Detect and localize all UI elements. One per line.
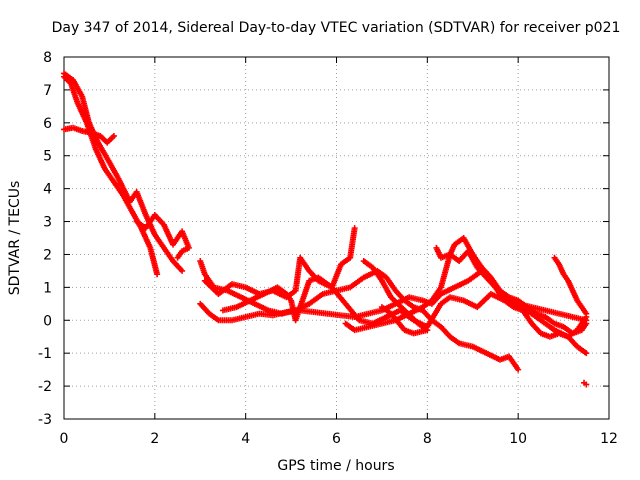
x-tick-label: 6 xyxy=(332,431,341,447)
series-track-12 xyxy=(360,258,431,337)
chart-title: Day 347 of 2014, Sidereal Day-to-day VTE… xyxy=(52,20,621,36)
axis-ticks xyxy=(63,56,610,420)
data-point xyxy=(351,225,358,232)
data-point xyxy=(110,132,117,139)
x-tick-labels: 0 2 4 6 8 10 12 xyxy=(60,431,618,447)
series-track-9 xyxy=(342,235,590,337)
y-tick-label: 0 xyxy=(43,313,52,329)
y-tick-label: 8 xyxy=(43,50,52,66)
data-series xyxy=(61,70,590,388)
y-tick-label: 5 xyxy=(43,149,52,165)
grid-lines xyxy=(64,57,609,419)
series-track-1 xyxy=(61,73,161,278)
x-tick-label: 0 xyxy=(60,431,69,447)
x-tick-label: 12 xyxy=(600,431,618,447)
data-point xyxy=(583,310,590,317)
y-tick-label: -1 xyxy=(38,346,52,362)
data-point xyxy=(154,271,161,278)
series-track-3 xyxy=(61,124,117,146)
y-tick-label: 6 xyxy=(43,116,52,132)
series-track-11 xyxy=(551,254,590,317)
series-track-10 xyxy=(433,244,590,340)
data-point xyxy=(179,267,186,274)
y-tick-label: -3 xyxy=(38,412,52,428)
x-tick-label: 8 xyxy=(423,431,432,447)
data-point xyxy=(174,254,181,261)
y-tick-label: 7 xyxy=(43,83,52,99)
data-point xyxy=(378,304,385,311)
data-point xyxy=(515,366,522,373)
y-axis-label: SDTVAR / TECUs xyxy=(7,181,23,296)
y-tick-label: 4 xyxy=(43,182,52,198)
series-track-4 xyxy=(133,211,192,261)
x-tick-label: 4 xyxy=(241,431,250,447)
data-point xyxy=(583,381,590,388)
y-tick-label: 2 xyxy=(43,247,52,263)
y-tick-label: -2 xyxy=(38,379,52,395)
series-track-2 xyxy=(61,70,186,274)
data-point xyxy=(583,350,590,357)
y-tick-label: 3 xyxy=(43,215,52,231)
series-track-13 xyxy=(581,379,590,388)
y-tick-labels: -3 -2 -1 0 1 2 3 4 5 6 7 8 xyxy=(38,50,52,428)
x-tick-label: 10 xyxy=(509,431,527,447)
x-tick-label: 2 xyxy=(150,431,159,447)
y-tick-label: 1 xyxy=(43,280,52,296)
x-axis-label: GPS time / hours xyxy=(277,458,394,474)
